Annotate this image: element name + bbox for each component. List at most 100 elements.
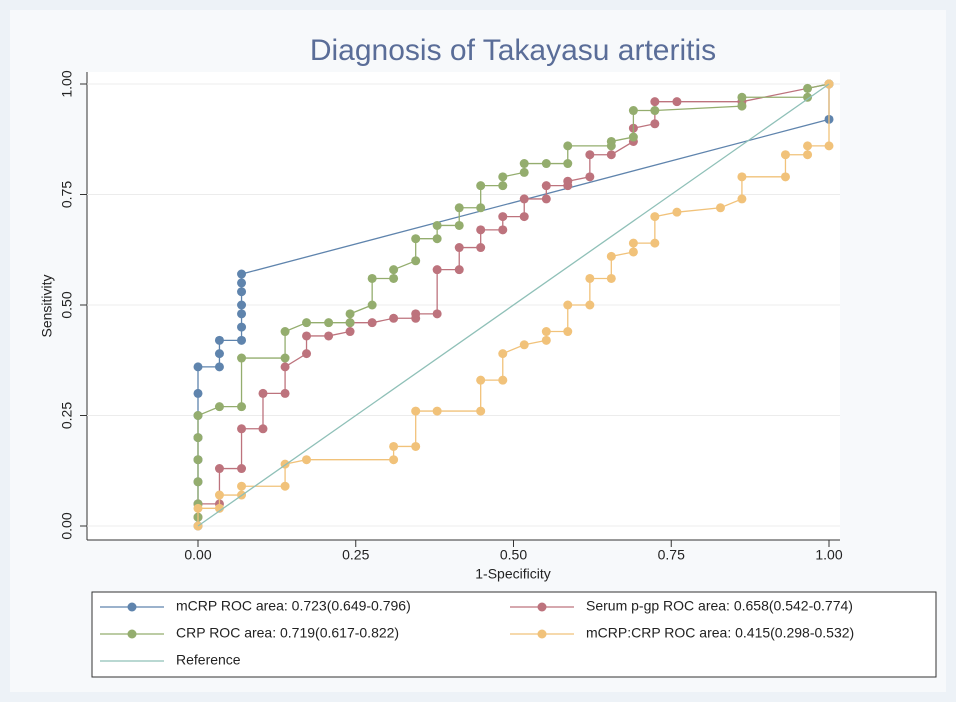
- data-point: [237, 269, 247, 279]
- data-point: [411, 441, 421, 451]
- data-point: [193, 362, 203, 372]
- data-point: [214, 464, 224, 474]
- data-point: [606, 251, 616, 261]
- y-tick-label: 0.75: [59, 181, 75, 208]
- data-point: [476, 203, 486, 213]
- data-point: [541, 181, 551, 191]
- data-point: [519, 167, 529, 177]
- data-point: [193, 503, 203, 513]
- plot-region: [87, 72, 840, 540]
- data-point: [737, 101, 747, 111]
- data-point: [498, 375, 508, 385]
- data-point: [280, 388, 290, 398]
- data-point: [237, 402, 247, 412]
- data-point: [650, 97, 660, 107]
- data-point: [585, 273, 595, 283]
- data-point: [454, 243, 464, 253]
- data-point: [237, 464, 247, 474]
- data-point: [214, 349, 224, 359]
- data-point: [628, 238, 638, 248]
- x-tick-label: 0.25: [342, 547, 369, 563]
- data-point: [606, 273, 616, 283]
- data-point: [411, 256, 421, 266]
- data-point: [432, 406, 442, 416]
- data-point: [606, 150, 616, 160]
- data-point: [628, 106, 638, 116]
- data-point: [389, 455, 399, 465]
- data-point: [237, 353, 247, 363]
- data-point: [214, 335, 224, 345]
- data-point: [803, 141, 813, 151]
- data-point: [476, 375, 486, 385]
- data-point: [498, 172, 508, 182]
- data-point: [585, 172, 595, 182]
- data-point: [258, 424, 268, 434]
- data-point: [432, 220, 442, 230]
- legend-label: Serum p-gp ROC area: 0.658(0.542-0.774): [586, 598, 853, 614]
- data-point: [454, 203, 464, 213]
- data-point: [214, 362, 224, 372]
- data-point: [803, 150, 813, 160]
- data-point: [411, 406, 421, 416]
- data-point: [476, 406, 486, 416]
- data-point: [193, 455, 203, 465]
- data-point: [389, 265, 399, 275]
- data-point: [324, 331, 334, 341]
- legend-label: mCRP ROC area: 0.723(0.649-0.796): [176, 598, 411, 614]
- data-point: [280, 481, 290, 491]
- data-point: [280, 362, 290, 372]
- data-point: [454, 220, 464, 230]
- data-point: [367, 273, 377, 283]
- data-point: [345, 318, 355, 328]
- data-point: [585, 150, 595, 160]
- data-point: [193, 433, 203, 443]
- data-point: [193, 388, 203, 398]
- data-point: [237, 309, 247, 319]
- y-tick-label: 0.25: [59, 402, 75, 429]
- data-point: [650, 238, 660, 248]
- data-point: [258, 388, 268, 398]
- data-point: [389, 273, 399, 283]
- series-line: [197, 83, 830, 527]
- data-point: [715, 203, 725, 213]
- data-point: [628, 132, 638, 142]
- data-point: [476, 243, 486, 253]
- data-point: [280, 327, 290, 337]
- data-point: [498, 349, 508, 359]
- data-point: [737, 172, 747, 182]
- data-point: [780, 150, 790, 160]
- data-point: [237, 278, 247, 288]
- data-point: [476, 225, 486, 235]
- data-point: [367, 318, 377, 328]
- data-point: [541, 327, 551, 337]
- data-point: [214, 402, 224, 412]
- data-point: [237, 335, 247, 345]
- y-tick-label: 1.00: [59, 70, 75, 97]
- data-point: [541, 335, 551, 345]
- data-point: [237, 300, 247, 310]
- data-point: [237, 424, 247, 434]
- x-tick-label: 0.50: [500, 547, 527, 563]
- data-point: [563, 141, 573, 151]
- data-point: [214, 490, 224, 500]
- data-point: [237, 322, 247, 332]
- data-point: [411, 234, 421, 244]
- data-point: [302, 455, 312, 465]
- data-point: [803, 83, 813, 93]
- data-point: [606, 136, 616, 146]
- data-point: [563, 327, 573, 337]
- data-point: [563, 300, 573, 310]
- legend-label: mCRP:CRP ROC area: 0.415(0.298-0.532): [586, 625, 854, 641]
- chart-title: Diagnosis of Takayasu arteritis: [310, 34, 716, 67]
- data-point: [345, 327, 355, 337]
- data-point: [519, 212, 529, 222]
- data-point: [585, 300, 595, 310]
- data-point: [541, 194, 551, 204]
- data-point: [411, 309, 421, 319]
- legend-marker: [127, 602, 137, 612]
- data-point: [650, 119, 660, 129]
- data-point: [650, 106, 660, 116]
- data-point: [367, 300, 377, 310]
